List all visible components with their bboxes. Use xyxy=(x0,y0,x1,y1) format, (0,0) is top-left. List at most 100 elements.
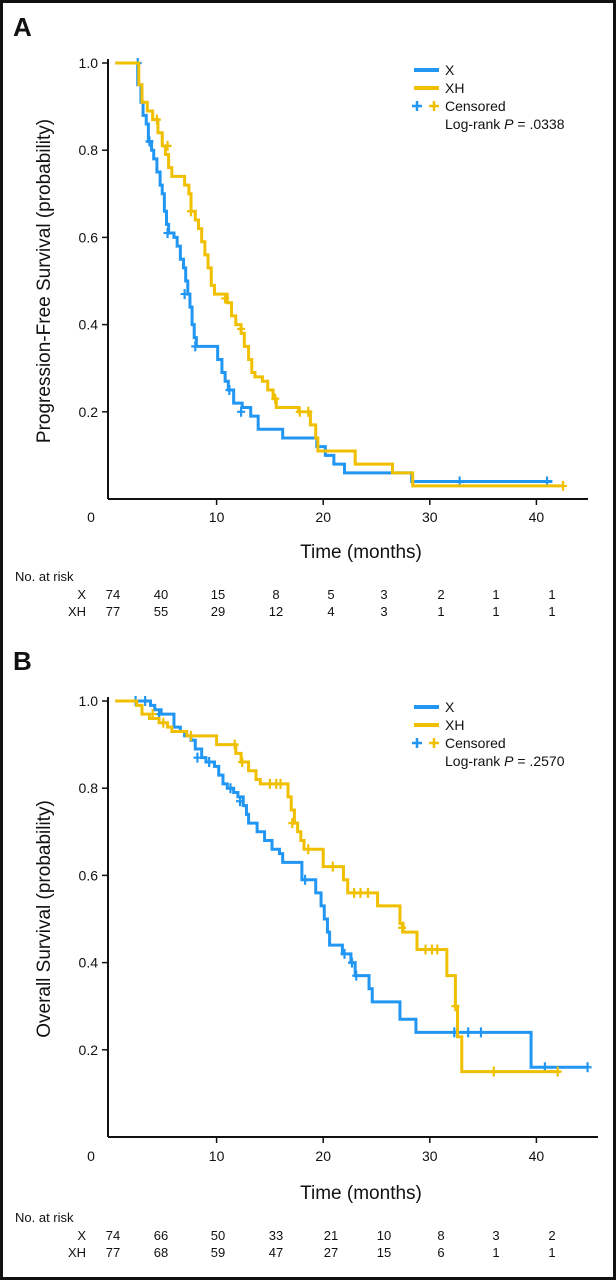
censor-mark-xh xyxy=(451,1001,460,1012)
panel-label-a: A xyxy=(13,12,32,42)
pvalue-p: P xyxy=(504,116,514,132)
censor-mark-xh xyxy=(276,778,285,789)
risk-count: 29 xyxy=(211,604,225,619)
censored-plus-icon-xh xyxy=(429,101,439,111)
curves-a xyxy=(115,58,568,491)
censor-mark-x xyxy=(476,1027,485,1038)
censor-mark-xh xyxy=(187,730,196,741)
risk-count: 15 xyxy=(377,1245,391,1260)
legend-pvalue: Log-rank P = .0338 xyxy=(445,116,565,132)
risk-count: 12 xyxy=(269,604,283,619)
y-tick-label: 0.2 xyxy=(79,404,99,420)
censor-mark-x xyxy=(225,385,234,395)
y-tick-label: 0.4 xyxy=(79,317,99,333)
censor-mark-x xyxy=(141,696,150,706)
risk-count: 47 xyxy=(269,1245,283,1260)
y-tick-label: 0.6 xyxy=(79,229,99,245)
censor-mark-xh xyxy=(238,757,247,768)
censor-mark-xh xyxy=(237,323,246,334)
censor-mark-xh xyxy=(230,739,239,750)
risk-count: 1 xyxy=(492,587,499,602)
x-tick-label: 20 xyxy=(315,1148,331,1164)
legend-label-xh: XH xyxy=(445,717,464,733)
censor-mark-xh xyxy=(295,406,304,417)
risk-table-title: No. at risk xyxy=(15,569,74,584)
risk-count: 1 xyxy=(548,1245,555,1260)
risk-count: 8 xyxy=(272,587,279,602)
censor-mark-xh xyxy=(148,709,157,720)
risk-count: 74 xyxy=(106,1228,120,1243)
risk-count: 68 xyxy=(154,1245,168,1260)
censor-mark-x xyxy=(464,1027,473,1038)
risk-count: 1 xyxy=(492,604,499,619)
risk-count: 3 xyxy=(492,1228,499,1243)
panel-b: B 0.2 0.4 0.6 0.8 1.0 0 10 20 30 40 Overall Survi… xyxy=(13,646,598,1260)
panel-a: A 0.2 0.4 0.6 0.8 1.0 0 10 20 30 40 Progression-F… xyxy=(13,12,588,619)
risk-count: 5 xyxy=(327,587,334,602)
x-tick-label: 10 xyxy=(209,509,225,525)
censor-mark-x xyxy=(180,289,189,300)
legend-b: X XH Censored Log-rank P = .2570 xyxy=(412,699,565,769)
censor-mark-xh xyxy=(163,140,172,151)
censor-mark-xh xyxy=(553,1066,562,1077)
y-tick-label: 0.6 xyxy=(79,867,99,883)
risk-count: 8 xyxy=(437,1228,444,1243)
censor-mark-xh xyxy=(356,887,365,898)
legend-censored-icons xyxy=(412,101,439,111)
risk-count: 59 xyxy=(211,1245,225,1260)
risk-count: 3 xyxy=(380,587,387,602)
risk-count: 1 xyxy=(437,604,444,619)
censor-mark-xh xyxy=(489,1066,498,1077)
risk-count: 10 xyxy=(377,1228,391,1243)
x-tick-label: 0 xyxy=(87,509,95,525)
ticks-b: 0.2 0.4 0.6 0.8 1.0 0 10 20 30 40 xyxy=(79,693,545,1164)
y-tick-label: 1.0 xyxy=(79,55,99,71)
pvalue-prefix: Log-rank xyxy=(445,116,504,132)
legend-censored-icons xyxy=(412,738,439,748)
censor-mark-x xyxy=(583,1062,592,1073)
risk-count: 66 xyxy=(154,1228,168,1243)
legend-label-xh: XH xyxy=(445,80,464,96)
risk-count: 74 xyxy=(106,587,120,602)
censor-mark-x xyxy=(347,957,356,968)
legend-label-censored: Censored xyxy=(445,735,506,751)
y-tick-label: 0.4 xyxy=(79,955,99,971)
censor-mark-x xyxy=(237,406,246,417)
censored-plus-icon-x xyxy=(412,738,422,748)
risk-count: 1 xyxy=(548,587,555,602)
risk-count: 77 xyxy=(106,1245,120,1260)
risk-count: 4 xyxy=(327,604,334,619)
curves-b xyxy=(115,696,592,1077)
risk-row-label: X xyxy=(77,587,86,602)
x-tick-label: 40 xyxy=(529,509,545,525)
risk-row-label: X xyxy=(77,1228,86,1243)
censor-mark-x xyxy=(352,970,361,981)
x-axis-title-b: Time (months) xyxy=(300,1183,422,1204)
risk-count: 77 xyxy=(106,604,120,619)
legend-label-x: X xyxy=(445,62,455,78)
censor-mark-xh xyxy=(363,887,372,898)
risk-count: 21 xyxy=(324,1228,338,1243)
censor-mark-xh xyxy=(221,293,230,304)
x-tick-label: 0 xyxy=(87,1148,95,1164)
risk-count: 1 xyxy=(548,604,555,619)
y-tick-label: 0.8 xyxy=(79,142,99,158)
y-axis-title-b: Overall Survival (probability) xyxy=(34,800,55,1038)
censor-mark-x xyxy=(236,796,245,807)
risk-count: 55 xyxy=(154,604,168,619)
censor-mark-x xyxy=(163,228,172,239)
censor-mark-xh xyxy=(271,393,280,404)
censor-mark-xh xyxy=(288,818,297,829)
censor-mark-xh xyxy=(304,406,313,417)
censored-plus-icon-x xyxy=(412,101,422,111)
risk-count: 50 xyxy=(211,1228,225,1243)
km-curve-x xyxy=(115,61,553,484)
y-tick-label: 0.2 xyxy=(79,1042,99,1058)
censored-plus-icon-xh xyxy=(429,738,439,748)
censor-mark-x xyxy=(191,341,200,352)
x-tick-label: 10 xyxy=(209,1148,225,1164)
x-tick-label: 30 xyxy=(422,1148,438,1164)
risk-count: 2 xyxy=(437,587,444,602)
